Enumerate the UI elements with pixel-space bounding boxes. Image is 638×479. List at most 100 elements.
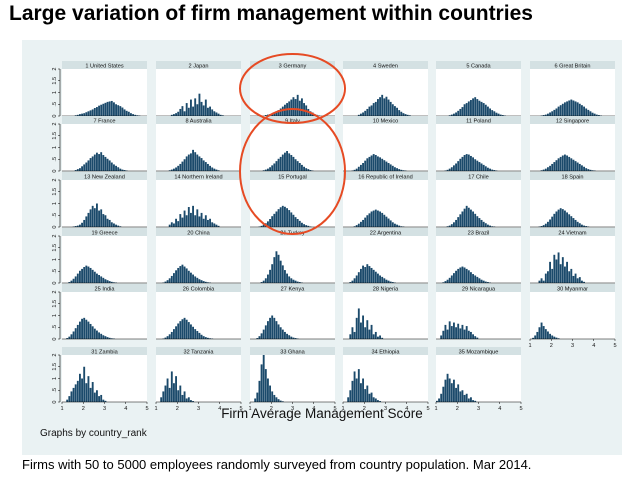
histogram-bar (271, 216, 274, 227)
histogram-bar (472, 98, 474, 116)
histogram-bar (362, 265, 364, 283)
histogram-bar (467, 398, 470, 402)
histogram-bar (209, 218, 211, 227)
histogram-bar (87, 111, 90, 116)
histogram-bar (368, 156, 371, 171)
histogram-bar (385, 279, 388, 283)
x-tick-label: 2 (363, 406, 366, 412)
histogram-bar (561, 155, 564, 171)
y-tick-label: .5 (52, 388, 58, 393)
histogram-bar (353, 331, 356, 339)
histogram-bar (200, 334, 203, 339)
panel-5: 5 Canada (436, 61, 521, 117)
histogram-bar (217, 225, 220, 227)
histogram-bar (290, 336, 293, 339)
histogram-bar (181, 319, 184, 339)
panel-title: 26 Colombia (183, 286, 215, 292)
histogram-bar (472, 334, 474, 339)
histogram-bar (362, 315, 364, 339)
histogram-bar (450, 275, 453, 283)
panel-title: 11 Poland (466, 118, 491, 124)
panel-strip (156, 61, 241, 69)
histogram-bar (296, 281, 299, 283)
histogram-bar (559, 264, 562, 283)
histogram-bar (130, 113, 132, 116)
y-tick-label: 1 (52, 91, 58, 94)
y-tick-label: 2 (52, 178, 58, 181)
histogram-bar (108, 219, 111, 227)
histogram-bar (187, 207, 190, 227)
histogram-bar (402, 170, 405, 171)
histogram-bar (113, 282, 115, 283)
histogram-bar (110, 222, 113, 227)
panel-title: 28 Nigeria (373, 286, 399, 292)
histogram-bar (572, 275, 575, 283)
histogram-bar (544, 168, 547, 171)
histogram-bar (269, 167, 271, 171)
histogram-bar (366, 158, 369, 171)
histogram-bar (408, 115, 411, 116)
panel-plot-area (156, 292, 241, 339)
histogram-bar (572, 159, 575, 171)
histogram-bar (177, 390, 180, 402)
histogram-bar (170, 371, 173, 402)
histogram-bar (368, 393, 371, 402)
histogram-bar (204, 99, 207, 116)
histogram-bar (202, 336, 205, 339)
histogram-bar (85, 162, 88, 171)
y-tick-label: 0 (52, 400, 58, 403)
histogram-bar (383, 214, 386, 227)
histogram-bar (366, 385, 369, 402)
x-tick-label: 4 (312, 406, 315, 412)
histogram-bar (177, 267, 180, 283)
histogram-bar (374, 271, 377, 283)
histogram-bar (364, 110, 367, 116)
histogram-bar (79, 270, 81, 283)
histogram-bar (267, 378, 269, 402)
histogram-bar (591, 170, 594, 171)
histogram-bar (273, 317, 276, 339)
histogram-bar (72, 331, 75, 339)
histogram-bar (74, 328, 77, 339)
histogram-bar (83, 164, 86, 171)
histogram-bar (455, 219, 457, 227)
histogram-bar (271, 315, 274, 339)
histogram-bar (381, 276, 384, 283)
histogram-bar (196, 154, 199, 171)
histogram-bar (551, 268, 554, 283)
histogram-bar (187, 270, 190, 283)
histogram-bar (396, 224, 398, 227)
histogram-bar (264, 278, 267, 283)
histogram-bar (93, 108, 96, 116)
histogram-bar (482, 221, 485, 227)
histogram-bar (76, 225, 79, 227)
histogram-bar (549, 219, 551, 227)
histogram-bar (360, 221, 362, 227)
histogram-bar (290, 278, 293, 283)
histogram-bar (279, 400, 282, 402)
histogram-bar (175, 326, 177, 339)
panel-strip (530, 172, 615, 180)
histogram-bar (98, 210, 100, 227)
histogram-bar (70, 334, 73, 339)
histogram-bar (478, 162, 481, 171)
histogram-bar (362, 219, 364, 227)
histogram-bar (448, 321, 451, 339)
histogram-bar (377, 400, 379, 402)
histogram-bar (385, 96, 388, 116)
histogram-bar (374, 398, 377, 402)
histogram-bar (379, 335, 381, 339)
y-tick-label: 1.5 (52, 77, 58, 85)
histogram-bar (391, 165, 394, 171)
panel-strip (436, 61, 521, 69)
histogram-bar (362, 112, 364, 116)
histogram-bar (102, 155, 105, 171)
histogram-bar (364, 217, 367, 227)
histogram-bar (387, 163, 390, 171)
y-tick-label: 0 (52, 114, 58, 117)
histogram-bar (202, 281, 205, 283)
panel-strip (156, 172, 241, 180)
panel-34: 34 Ethiopia 1 2 3 4 5 (341, 347, 430, 412)
histogram-bar (450, 326, 453, 339)
histogram-bar (360, 268, 362, 283)
